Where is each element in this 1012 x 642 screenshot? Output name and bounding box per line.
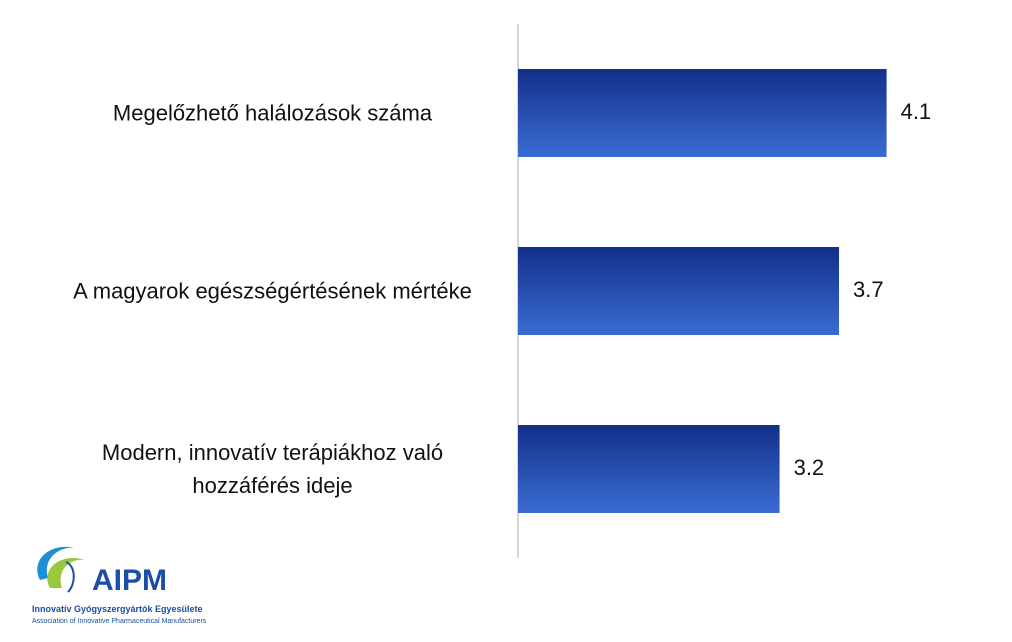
bar — [518, 247, 840, 335]
value-label: 4.1 — [901, 99, 932, 124]
category-label: A magyarok egészségértésének mértéke — [73, 278, 472, 304]
logo-icon — [37, 546, 85, 593]
logo-name: AIPM — [92, 564, 167, 597]
logo-subtitle: Association of Innovative Pharmaceutical… — [32, 618, 207, 625]
value-label: 3.2 — [794, 455, 825, 480]
category-label: Megelőzhető halálozások száma — [112, 100, 433, 126]
category-label: Modern, innovatív terápiákhoz való hozzá… — [101, 440, 444, 498]
logo: AIPM Innovatív Gyógyszergyártók Egyesüle… — [30, 540, 230, 635]
value-label: 3.7 — [853, 277, 884, 302]
logo-tagline: Innovatív Gyógyszergyártók Egyesülete — [32, 604, 203, 614]
bar — [518, 425, 780, 513]
bar — [518, 69, 887, 157]
